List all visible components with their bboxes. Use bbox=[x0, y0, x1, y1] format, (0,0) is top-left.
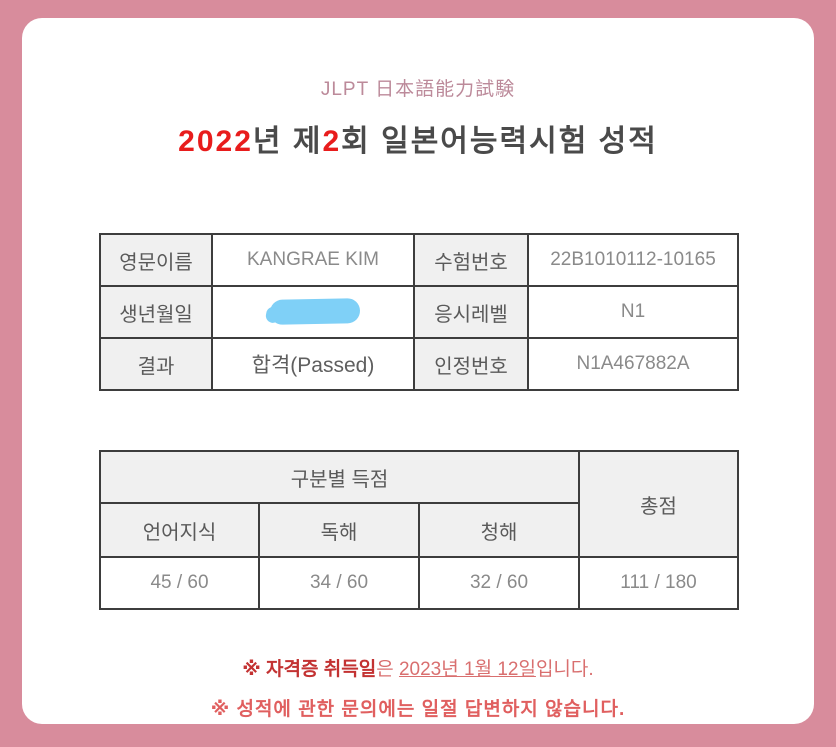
info-row-result-cert: 결과 합격(Passed) 인정번호 N1A467882A bbox=[99, 337, 739, 391]
heading-round: 2 bbox=[322, 125, 342, 158]
info-row-name-number: 영문이름 KANGRAE KIM 수험번호 22B1010112-10165 bbox=[99, 233, 739, 287]
label-birthdate: 생년월일 bbox=[99, 285, 213, 339]
value-exam-level: N1 bbox=[527, 285, 739, 339]
label-result: 결과 bbox=[99, 337, 213, 391]
value-certification-number: N1A467882A bbox=[527, 337, 739, 391]
score-reading: 34 / 60 bbox=[258, 556, 420, 610]
value-exam-number: 22B1010112-10165 bbox=[527, 233, 739, 287]
score-group-header-row: 구분별 득점 총점 bbox=[99, 450, 739, 558]
note1-acquisition-date: 2023년 1월 12일 bbox=[398, 659, 536, 680]
score-table: 구분별 득점 총점 언어지식 독해 청해 45 / 60 34 / 60 32 … bbox=[99, 450, 739, 610]
value-birthdate bbox=[211, 285, 415, 339]
certificate-date-note: ※ 자격증 취득일은 2023년 1월 12일입니다. bbox=[22, 654, 814, 681]
score-columns-row: 언어지식 독해 청해 bbox=[99, 502, 738, 558]
label-exam-level: 응시레벨 bbox=[413, 285, 529, 339]
score-language-knowledge: 45 / 60 bbox=[99, 556, 260, 610]
note1-suffix: 입니다. bbox=[535, 659, 594, 680]
page-title: 2022년 제2회 일본어능력시험 성적 bbox=[22, 116, 814, 160]
header-section-scores: 구분별 득점 bbox=[99, 450, 580, 504]
label-exam-number: 수험번호 bbox=[413, 233, 529, 287]
birthdate-redaction-scribble bbox=[269, 298, 361, 325]
heading-rest: 회 일본어능력시험 성적 bbox=[341, 125, 658, 158]
value-result: 합격(Passed) bbox=[211, 337, 415, 391]
heading-mid: 년 제 bbox=[252, 125, 323, 158]
note1-prefix: ※ 자격증 취득일 bbox=[242, 659, 377, 680]
candidate-info-table: 영문이름 KANGRAE KIM 수험번호 22B1010112-10165 생… bbox=[99, 233, 739, 391]
note1-mid: 은 bbox=[376, 659, 399, 680]
jlpt-brand-title: JLPT 日本語能力試験 bbox=[320, 79, 516, 100]
label-certification-number: 인정번호 bbox=[413, 337, 529, 391]
certificate-page: JLPT 日本語能力試験 2022년 제2회 일본어능력시험 성적 영문이름 K… bbox=[22, 18, 814, 724]
heading-year: 2022 bbox=[178, 125, 253, 158]
no-inquiry-note: ※ 성적에 관한 문의에는 일절 답변하지 않습니다. bbox=[210, 699, 626, 720]
value-english-name: KANGRAE KIM bbox=[211, 233, 415, 287]
info-row-birth-level: 생년월일 응시레벨 N1 bbox=[99, 285, 739, 339]
label-english-name: 영문이름 bbox=[99, 233, 213, 287]
header-reading: 독해 bbox=[258, 502, 420, 558]
score-total: 111 / 180 bbox=[578, 556, 739, 610]
header-total-score: 총점 bbox=[578, 450, 739, 558]
score-values-row: 45 / 60 34 / 60 32 / 60 111 / 180 bbox=[99, 556, 739, 610]
header-listening: 청해 bbox=[418, 502, 580, 558]
score-listening: 32 / 60 bbox=[418, 556, 580, 610]
header-language-knowledge: 언어지식 bbox=[99, 502, 260, 558]
